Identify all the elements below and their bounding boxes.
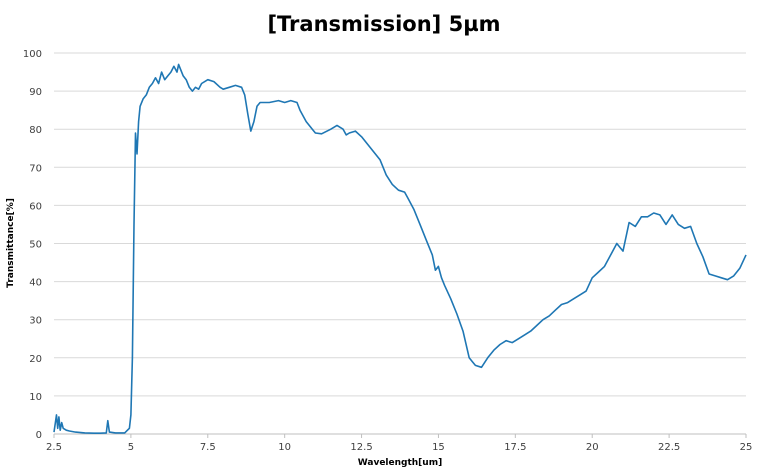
y-tick-labels: 0 10 20 30 40 50 60 70 80 90 100 — [23, 49, 42, 441]
x-tick-label: 25 — [740, 442, 753, 453]
x-tick-label: 20 — [586, 442, 599, 453]
y-axis-title: Transmittance[%] — [6, 198, 16, 288]
x-tick-label: 17.5 — [504, 442, 526, 453]
x-tick-label: 7.5 — [200, 442, 216, 453]
x-tick-label: 15 — [432, 442, 445, 453]
y-tick-label: 0 — [36, 430, 42, 441]
x-axis-title: Wavelength[um] — [358, 458, 442, 468]
y-tick-label: 10 — [29, 392, 42, 403]
x-tick-labels: 2.5 5 7.5 10 12.5 15 17.5 20 22.5 25 — [46, 442, 752, 453]
x-tick-label: 10 — [278, 442, 291, 453]
x-tick-label: 5 — [128, 442, 134, 453]
y-tick-label: 20 — [29, 354, 42, 365]
y-tick-label: 50 — [29, 240, 42, 251]
y-tick-label: 30 — [29, 316, 42, 327]
x-tick-label: 2.5 — [46, 442, 62, 453]
axes — [53, 433, 747, 438]
y-tick-label: 70 — [29, 163, 42, 174]
series-layer — [53, 63, 747, 434]
series-line — [53, 63, 747, 434]
y-tick-label: 90 — [29, 87, 42, 98]
chart-title: [Transmission] 5µm — [267, 12, 501, 36]
x-tick-label: 12.5 — [350, 442, 372, 453]
y-tick-label: 40 — [29, 278, 42, 289]
x-tick-label: 22.5 — [658, 442, 680, 453]
grid-lines — [54, 52, 746, 397]
y-tick-label: 60 — [29, 201, 42, 212]
y-tick-label: 100 — [23, 49, 42, 60]
y-tick-label: 80 — [29, 125, 42, 136]
